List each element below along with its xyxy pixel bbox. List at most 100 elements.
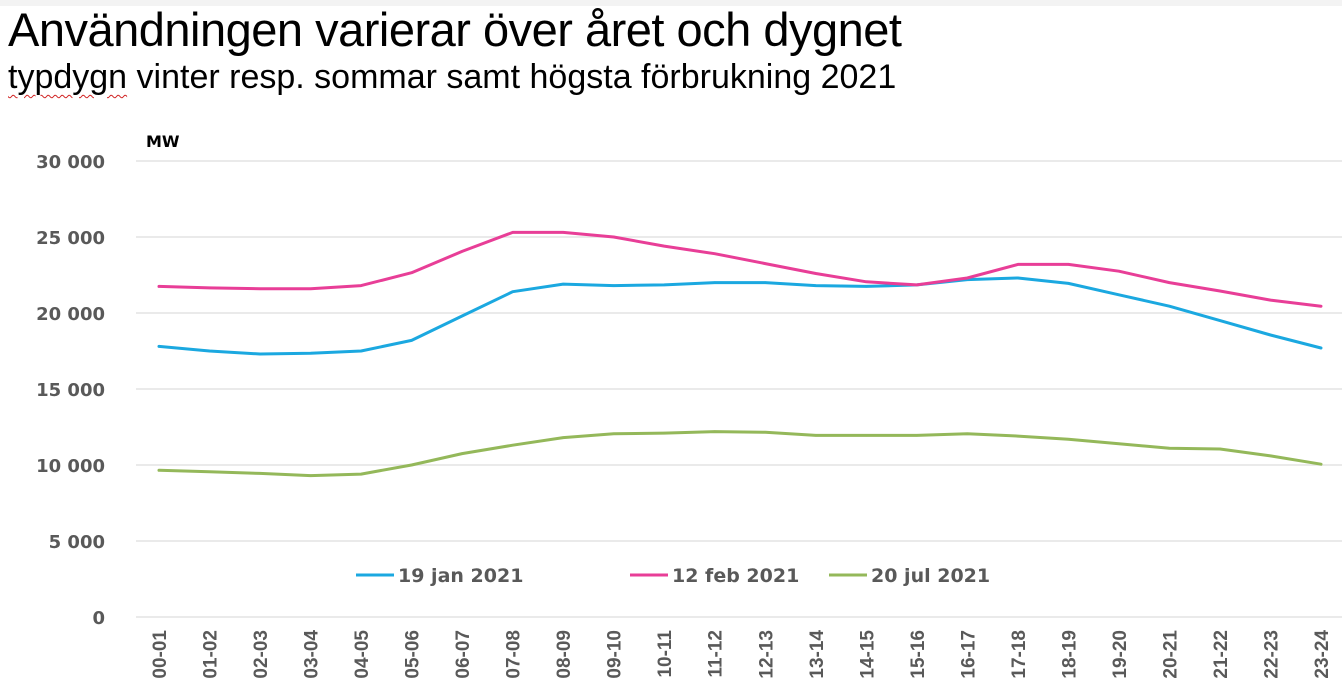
data-point	[915, 283, 918, 287]
data-point	[966, 276, 969, 280]
data-point	[208, 349, 211, 353]
x-tick-label: 09-10	[605, 630, 626, 679]
data-point	[915, 434, 918, 437]
y-axis-unit-label: MW	[146, 132, 180, 151]
data-point	[1319, 463, 1323, 466]
data-point	[1016, 263, 1020, 266]
series-lines	[157, 230, 1323, 478]
data-point	[1218, 447, 1222, 451]
x-tick-label: 10-11	[655, 630, 676, 678]
x-tick-label: 15-16	[908, 630, 929, 679]
x-tick-label: 08-09	[554, 630, 575, 679]
y-axis-ticks: 0 5 000 10 000 15 000 20 000 25 000 30 000	[36, 152, 105, 629]
data-point	[713, 430, 716, 433]
data-point	[663, 431, 666, 435]
legend-label: 12 feb 2021	[672, 565, 799, 587]
y-tick-label: 30 000	[36, 152, 105, 173]
data-point	[865, 280, 868, 283]
data-point	[460, 452, 464, 455]
data-point	[1067, 263, 1070, 266]
data-point	[814, 284, 817, 287]
data-point	[359, 349, 363, 353]
x-tick-label: 06-07	[453, 630, 474, 679]
subtitle-spellchecked-word: typdygn	[8, 58, 128, 96]
y-tick-label: 0	[92, 608, 105, 629]
x-tick-label: 20-21	[1160, 630, 1181, 679]
x-tick-label: 18-19	[1059, 630, 1080, 679]
data-point	[1319, 305, 1323, 308]
data-point	[208, 470, 211, 473]
data-point	[764, 262, 767, 265]
series-line-0	[157, 276, 1323, 356]
slide-subtitle: typdygn vinter resp. sommar samt högsta …	[8, 56, 896, 98]
data-point	[1168, 447, 1171, 450]
subtitle-text: vinter resp. sommar samt högsta förbrukn…	[127, 58, 897, 96]
data-point	[1016, 276, 1020, 280]
data-point	[157, 469, 161, 472]
legend-label: 20 jul 2021	[871, 565, 990, 587]
data-point	[157, 345, 161, 348]
x-tick-label: 16-17	[958, 630, 979, 679]
gridlines	[136, 160, 1342, 618]
data-point	[1218, 289, 1222, 293]
data-point	[258, 287, 262, 290]
x-tick-label: 07-08	[504, 630, 525, 679]
data-point	[1269, 333, 1272, 337]
data-point	[562, 231, 565, 234]
series-line-1	[157, 230, 1323, 308]
data-point	[663, 283, 666, 287]
x-axis-ticks: 00-01 01-02 02-03 03-04 04-05 05-06 06-07 07-08…	[150, 630, 1333, 679]
x-tick-label: 02-03	[251, 630, 272, 679]
y-tick-label: 5 000	[49, 532, 105, 553]
data-point	[1319, 346, 1323, 350]
data-point	[511, 290, 514, 293]
y-tick-label: 15 000	[36, 380, 105, 401]
x-tick-label: 22-23	[1261, 630, 1282, 679]
data-point	[814, 434, 817, 437]
x-tick-label: 01-02	[201, 630, 222, 679]
x-tick-label: 05-06	[403, 630, 424, 679]
data-point	[1117, 293, 1121, 296]
data-point	[359, 472, 363, 476]
data-point	[208, 286, 211, 290]
data-point	[1269, 298, 1272, 302]
x-tick-label: 00-01	[150, 630, 171, 679]
data-point	[258, 472, 262, 475]
x-tick-label: 12-13	[756, 630, 777, 679]
data-point	[562, 436, 565, 439]
slide-title: Användningen varierar över året och dygn…	[8, 3, 902, 56]
y-tick-label: 20 000	[36, 304, 105, 325]
x-tick-label: 13-14	[807, 630, 828, 679]
data-point	[359, 284, 363, 287]
data-point	[1168, 281, 1171, 284]
data-point	[1117, 442, 1121, 445]
data-point	[410, 271, 413, 274]
series-line-2	[157, 430, 1323, 478]
data-point	[511, 231, 514, 234]
data-point	[764, 431, 767, 434]
x-tick-label: 21-22	[1211, 630, 1232, 679]
data-point	[258, 352, 262, 356]
data-point	[814, 272, 817, 275]
data-point	[764, 281, 767, 284]
data-point	[612, 432, 615, 435]
x-tick-label: 14-15	[857, 630, 878, 679]
data-point	[1117, 270, 1121, 273]
x-tick-label: 03-04	[302, 630, 323, 679]
data-point	[1218, 319, 1222, 322]
x-tick-label: 23-24	[1312, 630, 1333, 679]
data-point	[966, 432, 969, 435]
data-point	[1067, 282, 1070, 285]
data-point	[1168, 305, 1171, 308]
data-point	[460, 314, 464, 318]
data-point	[309, 287, 312, 290]
data-point	[460, 250, 464, 253]
x-tick-label: 11-12	[706, 630, 727, 678]
data-point	[309, 474, 312, 477]
data-point	[511, 444, 514, 447]
legend-label: 19 jan 2021	[398, 565, 523, 587]
data-point	[612, 235, 615, 239]
x-tick-label: 17-18	[1009, 630, 1030, 679]
data-point	[562, 282, 565, 286]
